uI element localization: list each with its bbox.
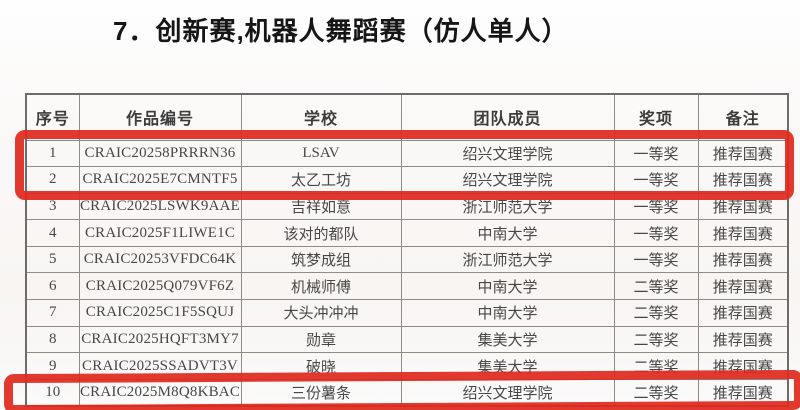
cell-award: 二等奖 xyxy=(613,325,699,354)
cell-seq: 4 xyxy=(25,219,80,247)
cell-seq: 7 xyxy=(25,299,80,327)
cell-seq: 2 xyxy=(25,166,80,194)
cell-work-id: CRAIC2025M8Q8KBAC xyxy=(78,378,242,407)
cell-seq: 9 xyxy=(25,352,80,380)
cell-team: 中南大学 xyxy=(400,299,615,327)
cell-work-id: CRAIC2025Q079VF6Z xyxy=(78,272,242,301)
cell-work-id: CRAIC20253VFDC64K xyxy=(78,245,242,274)
cell-award: 一等奖 xyxy=(613,192,699,221)
cell-remark: 推荐国赛 xyxy=(697,299,789,327)
cell-school: 三份薯条 xyxy=(240,378,402,407)
cell-work-id: CRAIC2025LSWK9AAE xyxy=(78,192,242,221)
cell-school: 大头冲冲冲 xyxy=(240,299,402,327)
cell-award: 一等奖 xyxy=(613,166,699,194)
cell-school: 太乙工坊 xyxy=(240,166,402,194)
cell-seq: 5 xyxy=(25,245,80,274)
cell-work-id: CRAIC2025HQFT3MY7 xyxy=(78,325,242,354)
cell-work-id: CRAIC20258PRRRN36 xyxy=(78,139,242,168)
cell-seq: 6 xyxy=(25,272,80,301)
cell-team: 集美大学 xyxy=(400,352,615,380)
cell-remark: 推荐国赛 xyxy=(697,352,789,380)
cell-school: 破晓 xyxy=(240,352,402,380)
column-header-award: 奖项 xyxy=(613,93,699,141)
cell-team: 中南大学 xyxy=(400,219,615,247)
cell-team: 浙江师范大学 xyxy=(400,245,615,274)
table-row: 4 CRAIC2025F1LIWE1C 该对的都队 中南大学 一等奖 推荐国赛 xyxy=(25,219,789,247)
results-table: 序号 作品编号 学校 团队成员 奖项 备注 1 CRAIC20258PRRRN36… xyxy=(25,93,789,407)
cell-school: 该对的都队 xyxy=(240,219,402,247)
cell-school: 机械师傅 xyxy=(240,272,402,301)
cell-remark: 推荐国赛 xyxy=(697,272,789,301)
cell-award: 一等奖 xyxy=(613,139,699,168)
column-header-school: 学校 xyxy=(240,93,402,141)
cell-award: 二等奖 xyxy=(613,378,699,407)
table-row: 1 CRAIC20258PRRRN36 LSAV 绍兴文理学院 一等奖 推荐国赛 xyxy=(25,139,789,168)
cell-team: 集美大学 xyxy=(400,325,615,354)
cell-award: 一等奖 xyxy=(613,219,699,247)
cell-work-id: CRAIC2025SSADVT3V xyxy=(78,352,242,380)
cell-remark: 推荐国赛 xyxy=(697,378,789,407)
table-row: 9 CRAIC2025SSADVT3V 破晓 集美大学 二等奖 推荐国赛 xyxy=(25,352,789,380)
cell-remark: 推荐国赛 xyxy=(697,325,789,354)
column-header-team: 团队成员 xyxy=(400,93,615,141)
cell-award: 二等奖 xyxy=(613,272,699,301)
cell-team: 绍兴文理学院 xyxy=(400,139,615,168)
cell-school: 吉祥如意 xyxy=(240,192,402,221)
cell-school: 筑梦成组 xyxy=(240,245,402,274)
cell-award: 二等奖 xyxy=(613,299,699,327)
cell-team: 绍兴文理学院 xyxy=(400,378,615,407)
cell-work-id: CRAIC2025E7CMNTF5 xyxy=(78,166,242,194)
cell-work-id: CRAIC2025F1LIWE1C xyxy=(78,219,242,247)
cell-school: LSAV xyxy=(240,139,402,168)
cell-seq: 8 xyxy=(25,325,80,354)
cell-seq: 1 xyxy=(25,139,80,168)
table-row: 3 CRAIC2025LSWK9AAE 吉祥如意 浙江师范大学 一等奖 推荐国赛 xyxy=(25,192,789,221)
table-row: 5 CRAIC20253VFDC64K 筑梦成组 浙江师范大学 一等奖 推荐国赛 xyxy=(25,245,789,274)
cell-team: 中南大学 xyxy=(400,272,615,301)
cell-seq: 3 xyxy=(25,192,80,221)
column-header-seq: 序号 xyxy=(25,93,80,141)
cell-work-id: CRAIC2025C1F5SQUJ xyxy=(78,299,242,327)
table-header-row: 序号 作品编号 学校 团队成员 奖项 备注 xyxy=(25,93,789,141)
page-title: 7．创新赛,机器人舞蹈赛（仿人单人） xyxy=(113,16,569,46)
cell-remark: 推荐国赛 xyxy=(697,219,789,247)
cell-seq: 10 xyxy=(25,378,80,407)
cell-award: 一等奖 xyxy=(613,245,699,274)
table-row: 10 CRAIC2025M8Q8KBAC 三份薯条 绍兴文理学院 二等奖 推荐国赛 xyxy=(25,378,789,407)
column-header-work-id: 作品编号 xyxy=(78,93,242,141)
table-row: 8 CRAIC2025HQFT3MY7 勋章 集美大学 二等奖 推荐国赛 xyxy=(25,325,789,354)
cell-team: 绍兴文理学院 xyxy=(400,166,615,194)
table-row: 2 CRAIC2025E7CMNTF5 太乙工坊 绍兴文理学院 一等奖 推荐国赛 xyxy=(25,166,789,194)
cell-remark: 推荐国赛 xyxy=(697,245,789,274)
table-row: 6 CRAIC2025Q079VF6Z 机械师傅 中南大学 二等奖 推荐国赛 xyxy=(25,272,789,301)
cell-award: 二等奖 xyxy=(613,352,699,380)
cell-remark: 推荐国赛 xyxy=(697,139,789,168)
cell-school: 勋章 xyxy=(240,325,402,354)
cell-remark: 推荐国赛 xyxy=(697,192,789,221)
cell-remark: 推荐国赛 xyxy=(697,166,789,194)
cell-team: 浙江师范大学 xyxy=(400,192,615,221)
table-row: 7 CRAIC2025C1F5SQUJ 大头冲冲冲 中南大学 二等奖 推荐国赛 xyxy=(25,299,789,327)
column-header-remark: 备注 xyxy=(697,93,789,141)
